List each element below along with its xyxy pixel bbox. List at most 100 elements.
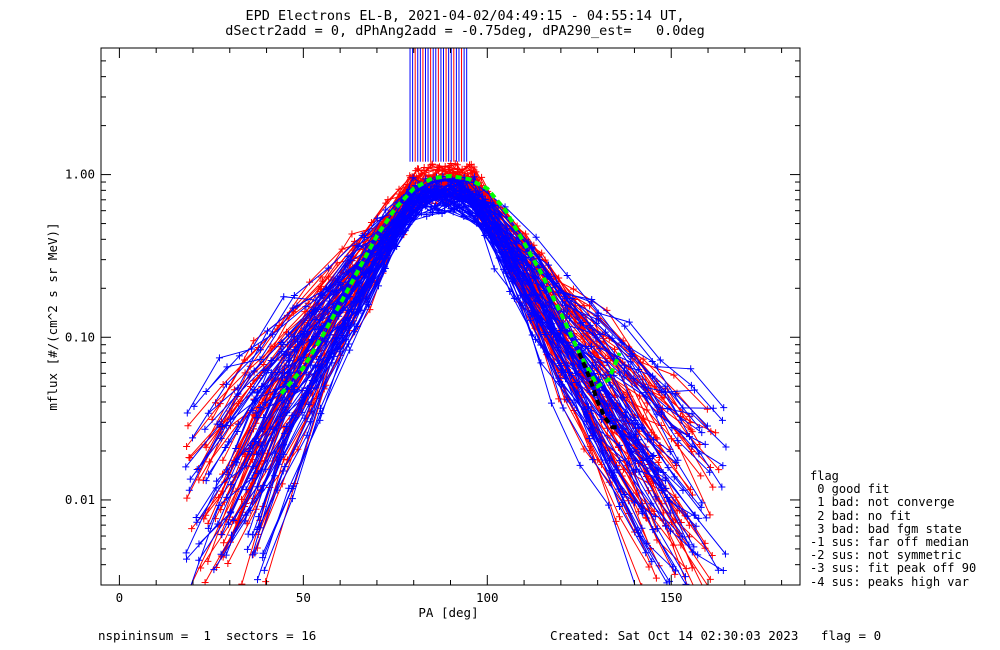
series-red-point (671, 570, 679, 578)
series-blue-point (475, 208, 483, 216)
series-red-point (688, 594, 695, 601)
series-blue-point (630, 374, 638, 382)
series-blue-point (375, 282, 383, 290)
series-blue-point (505, 268, 513, 276)
series-blue-line (216, 180, 699, 556)
series-blue-line (198, 189, 679, 561)
series-blue-line (254, 185, 682, 554)
series-blue-point (620, 361, 628, 369)
series-red-point (673, 507, 681, 515)
series-blue-point (598, 416, 606, 424)
series-blue-point (225, 520, 233, 528)
series-blue-point (195, 540, 203, 548)
series-blue-point (648, 558, 656, 566)
series-blue-point (688, 442, 696, 450)
series-red-point (454, 165, 462, 173)
fit-curve-green (279, 173, 622, 395)
series-red-point (188, 525, 196, 533)
series-blue-point (558, 381, 566, 389)
series-blue-point (559, 404, 567, 412)
series-blue-point (259, 549, 267, 557)
series-red-point (217, 506, 225, 514)
series-blue-point (691, 386, 699, 394)
series-blue-point (619, 431, 627, 439)
series-blue-point (650, 451, 658, 459)
series-blue-point (665, 577, 673, 585)
series-blue-point (586, 435, 594, 443)
series-blue-point (677, 416, 685, 424)
series-red-point (205, 458, 213, 466)
series-blue-point (204, 409, 212, 417)
series-blue-point (210, 566, 218, 574)
series-red-point (694, 584, 696, 585)
series-blue-point (279, 467, 287, 475)
series-blue-point (584, 403, 592, 411)
series-blue-point (611, 405, 619, 413)
series-blue-point (605, 501, 613, 509)
series-blue-point (586, 388, 594, 396)
series-blue-point (720, 404, 728, 412)
series-blue-point (478, 203, 486, 211)
series-red-point (241, 369, 249, 377)
series-blue-point (698, 499, 706, 507)
series-blue-point (327, 288, 335, 296)
series-blue-point (316, 416, 324, 424)
series-blue-point (189, 434, 197, 442)
series-blue-point (246, 506, 254, 514)
series-red-point (289, 308, 297, 316)
series-blue-point (640, 383, 648, 391)
series-red-point (611, 345, 619, 353)
series-blue-point (212, 484, 220, 492)
series-blue-point (634, 588, 641, 595)
series-blue-point (242, 486, 250, 494)
series-red-point (382, 199, 390, 207)
series-red-point (250, 337, 258, 345)
series-blue-point (522, 254, 530, 262)
series-blue-point (247, 441, 255, 449)
legend-item-6: -3 sus: fit peak off 90 (810, 561, 977, 576)
series-blue-point (651, 513, 659, 521)
series-blue-point (267, 369, 275, 377)
series-red-point (645, 563, 653, 571)
series-blue-point (293, 302, 301, 310)
series-red-line (198, 183, 660, 566)
series-blue-point (183, 409, 191, 417)
series-blue-point (620, 373, 628, 381)
series-blue-point (601, 456, 609, 464)
series-red-point (674, 442, 682, 450)
series-blue-point (634, 439, 642, 447)
series-blue-point (532, 233, 540, 241)
series-blue-point (450, 198, 458, 206)
series-blue-point (302, 369, 310, 377)
series-blue-point (605, 411, 613, 419)
plot-area-group (182, 48, 730, 601)
series-red-point (685, 521, 693, 529)
series-blue-point (312, 384, 320, 392)
series-blue-point (324, 264, 332, 272)
series-blue-point (257, 467, 265, 475)
series-blue-point (694, 551, 702, 559)
series-red-point (224, 560, 232, 568)
series-blue-point (635, 366, 643, 374)
plot-frame (100, 47, 801, 586)
series-blue-point (284, 330, 292, 338)
series-blue-point (569, 399, 577, 407)
series-blue-point (618, 339, 626, 347)
series-blue-point (632, 430, 640, 438)
series-blue-point (522, 290, 530, 298)
series-blue-point (630, 467, 638, 475)
x-tick-label: 0 (116, 590, 124, 605)
series-blue-point (386, 239, 394, 247)
series-blue-point (576, 461, 584, 469)
legend-item-3: 3 bad: bad fgm state (810, 521, 962, 536)
series-blue-point (218, 423, 226, 431)
series-blue-point (278, 347, 286, 355)
flag-legend: flag 0 good fit 1 bad: not converge 2 ba… (810, 469, 977, 589)
series-blue-point (288, 495, 296, 503)
series-blue-point (692, 522, 700, 530)
series-blue-point (650, 436, 658, 444)
y-tick-label: 0.01 (65, 492, 95, 507)
series-red-point (709, 483, 717, 491)
series-red-point (348, 230, 356, 238)
